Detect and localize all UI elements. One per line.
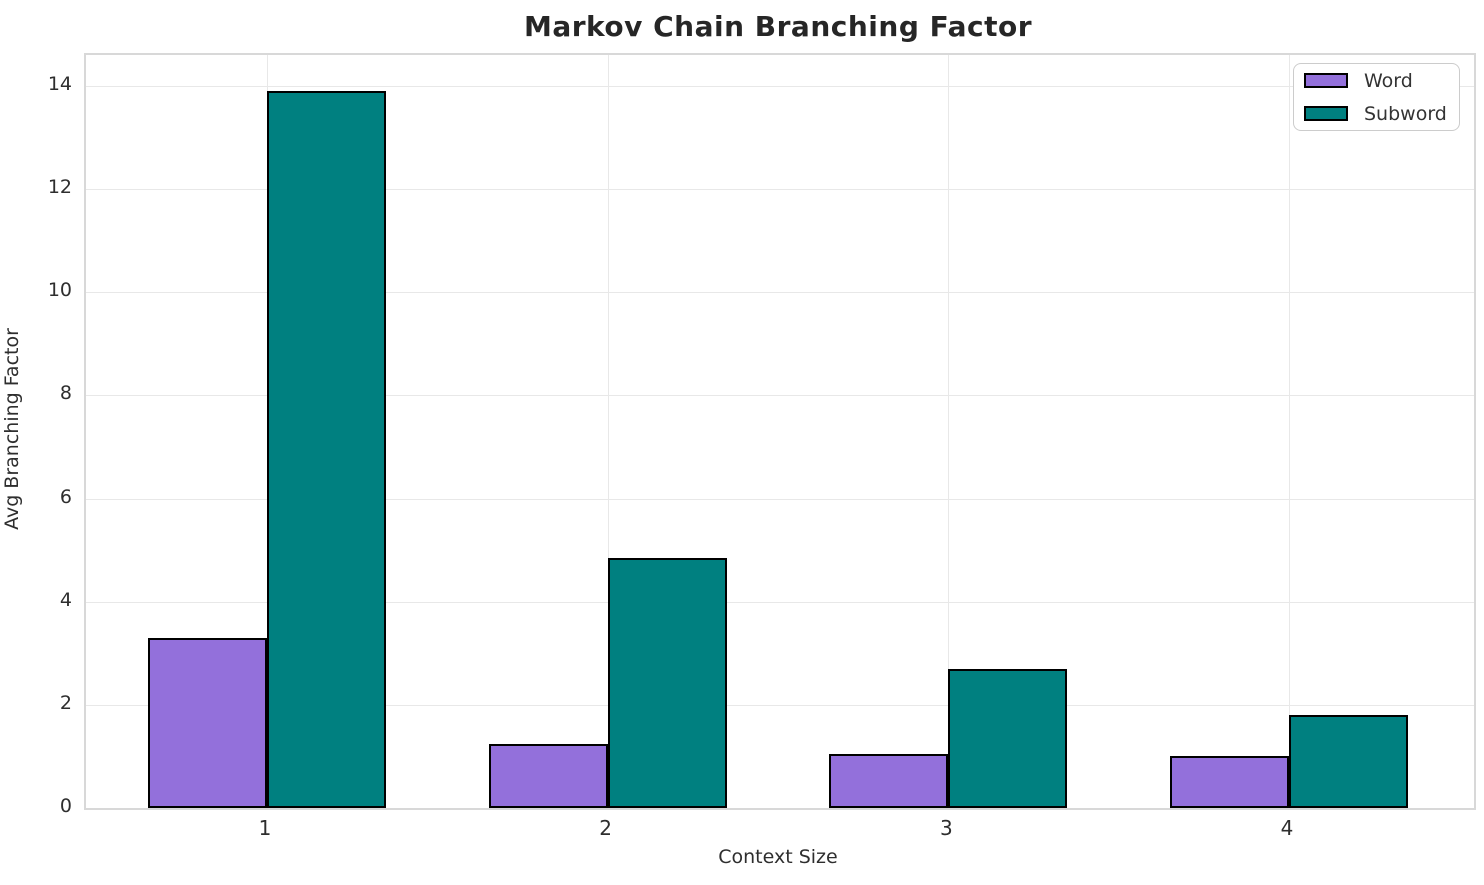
gridline-y-12 — [86, 189, 1474, 191]
gridline-y-6 — [86, 498, 1474, 500]
ytick-14: 14 — [47, 72, 72, 95]
gridline-x-4 — [1289, 55, 1290, 808]
ytick-2: 2 — [59, 691, 72, 714]
legend-swatch-word — [1304, 73, 1348, 88]
xtick-1: 1 — [258, 816, 272, 840]
bar-word-context-2 — [488, 743, 608, 808]
bar-word-context-3 — [829, 753, 949, 808]
bar-subword-context-4 — [1289, 715, 1408, 808]
bar-word-context-4 — [1170, 756, 1289, 808]
gridline-y-4 — [86, 601, 1474, 603]
legend-swatch-subword — [1304, 106, 1348, 121]
chart-title: Markov Chain Branching Factor — [523, 10, 1033, 43]
gridline-y-14 — [86, 85, 1474, 87]
gridline-x-3 — [948, 55, 950, 808]
ytick-0: 0 — [59, 795, 72, 817]
ytick-6: 6 — [59, 485, 72, 508]
bar-subword-context-2 — [607, 557, 727, 808]
legend-label-word: Word — [1364, 69, 1413, 92]
xtick-4: 4 — [1280, 816, 1294, 840]
bar-subword-context-1 — [267, 91, 386, 808]
x-axis-label: Context Size — [718, 846, 838, 868]
ytick-8: 8 — [59, 382, 72, 405]
xtick-2: 2 — [599, 816, 613, 840]
bar-word-context-1 — [148, 637, 267, 808]
bar-subword-context-3 — [948, 668, 1068, 808]
ytick-12: 12 — [47, 176, 72, 199]
gridline-y-2 — [86, 704, 1474, 706]
ytick-10: 10 — [47, 279, 72, 302]
plot-area — [84, 53, 1476, 810]
gridline-y-8 — [86, 395, 1474, 397]
legend: Word Subword — [1293, 63, 1460, 131]
legend-item-word: Word — [1304, 69, 1449, 93]
gridline-x-2 — [607, 55, 609, 808]
legend-label-subword: Subword — [1364, 102, 1447, 125]
xtick-3: 3 — [939, 816, 953, 840]
gridline-y-10 — [86, 292, 1474, 294]
ytick-4: 4 — [59, 588, 72, 611]
legend-item-subword: Subword — [1304, 102, 1449, 126]
